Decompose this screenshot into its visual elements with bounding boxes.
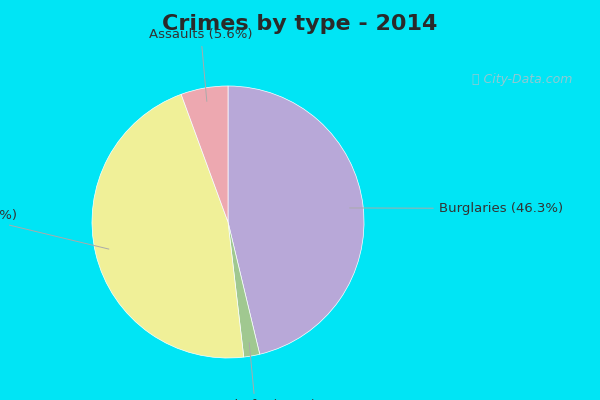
Wedge shape [228,222,260,357]
Wedge shape [181,86,228,222]
Text: Assaults (5.6%): Assaults (5.6%) [149,28,253,101]
Text: Burglaries (46.3%): Burglaries (46.3%) [350,202,563,215]
Text: ⓘ City-Data.com: ⓘ City-Data.com [472,73,572,86]
Text: Crimes by type - 2014: Crimes by type - 2014 [163,14,437,34]
Wedge shape [228,86,364,354]
Wedge shape [92,94,244,358]
Text: Thefts (46.3%): Thefts (46.3%) [0,209,109,249]
Text: Auto thefts (1.9%): Auto thefts (1.9%) [194,343,316,400]
